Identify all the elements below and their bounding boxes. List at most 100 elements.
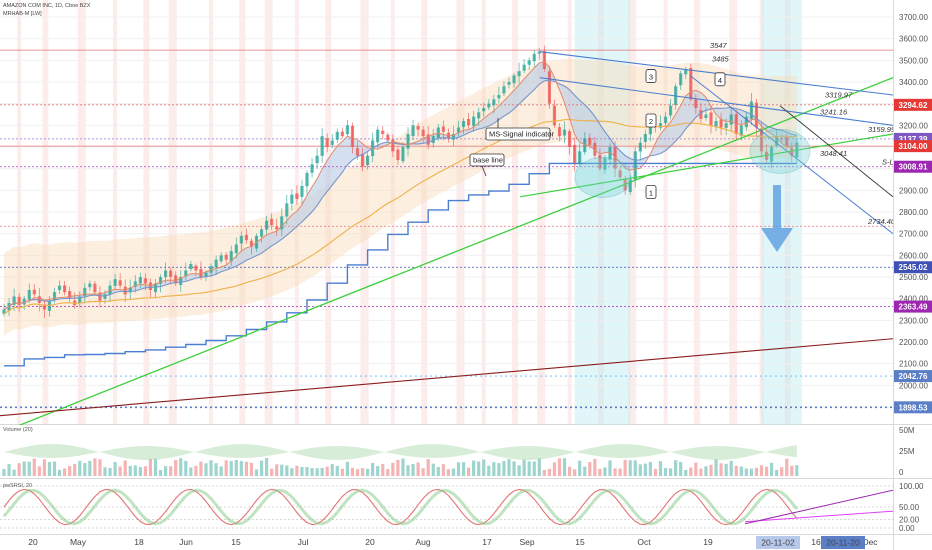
x-axis: 20 May 18 Jun 15 Jul 20 Aug 17 Sep 15 Oct 19 16 Dec20-… (28, 536, 878, 549)
date-highlight (756, 536, 800, 549)
candle (118, 280, 122, 286)
x-tick-label: 20 (28, 537, 38, 547)
volume-bar (749, 468, 753, 476)
candle (335, 131, 339, 140)
y-tick-label: 3600.00 (899, 35, 928, 44)
volume-bar (17, 463, 21, 476)
candle (669, 105, 673, 116)
candle (98, 292, 102, 301)
candle (502, 86, 506, 94)
volume-bar (643, 463, 647, 476)
candle (103, 294, 107, 299)
volume-bar (527, 461, 531, 476)
candle (411, 125, 415, 137)
volume-bar (174, 460, 178, 476)
volume-bar (259, 460, 264, 476)
candle (52, 292, 57, 301)
candle (396, 149, 400, 160)
volume-bar (386, 469, 390, 476)
candle (648, 125, 652, 135)
price-badge-label: 2363.49 (899, 303, 928, 312)
volume-bar (583, 466, 587, 476)
volume-bar (391, 462, 395, 476)
candle (209, 266, 213, 273)
candle (148, 282, 153, 290)
volume-bar (487, 465, 491, 476)
volume-bar (355, 469, 360, 476)
candle (194, 265, 198, 271)
candle (785, 136, 789, 147)
volume-bar (628, 460, 632, 476)
volume-bar (613, 468, 617, 476)
volume-bar (421, 468, 425, 476)
volume-bar (456, 462, 461, 476)
volume-bar (658, 461, 663, 476)
volume-bar (27, 461, 31, 476)
wave-label-box (645, 69, 657, 83)
volume-bar (699, 468, 703, 476)
volume-bar (472, 460, 476, 476)
volume-bar (381, 463, 385, 476)
ma-ribbon (4, 61, 797, 310)
candle (381, 130, 385, 134)
volume-bar (532, 461, 536, 476)
ma-fast-line (3, 61, 798, 310)
osc-tick-label: 0.00 (899, 524, 915, 533)
volume-tick-label: 0 (899, 468, 904, 477)
volume-bar (98, 459, 102, 476)
candle (355, 148, 360, 156)
candle (522, 64, 526, 71)
volume-bar (663, 468, 668, 476)
volume-bar (603, 467, 607, 476)
volume-bar (547, 468, 551, 476)
candle (184, 270, 188, 277)
volume-bar (270, 468, 274, 476)
volume-bar (315, 468, 319, 476)
candle (456, 127, 461, 133)
candle (461, 121, 466, 128)
candle (527, 60, 531, 65)
candle (679, 73, 683, 86)
pattern-ellipse (749, 128, 811, 174)
volume-bar (714, 459, 718, 476)
candle (345, 125, 349, 135)
x-tick-label: Sep (519, 537, 534, 547)
candle (562, 129, 567, 136)
candle (431, 136, 435, 143)
volume-bar (734, 465, 738, 476)
candle (350, 125, 355, 147)
volume-bar (108, 467, 112, 476)
candle (325, 138, 329, 147)
trendline-black (779, 105, 893, 198)
volume-bar (451, 468, 456, 476)
volume-bar (537, 458, 541, 476)
candle (265, 220, 269, 230)
candle (643, 134, 647, 142)
candle (128, 287, 132, 293)
volume-bar (345, 461, 349, 476)
volume-bar (371, 462, 375, 476)
volume-bar (148, 458, 153, 476)
candle (219, 255, 223, 262)
osc-signal-line (2, 488, 799, 526)
candle (547, 71, 551, 104)
candle (759, 128, 764, 152)
x-tick-label: 16 (811, 537, 821, 547)
callout-text: base line (473, 156, 503, 165)
candle (360, 153, 365, 167)
volume-bar (350, 467, 355, 476)
y-tick-label: 3400.00 (899, 78, 928, 87)
volume-bar (275, 464, 279, 476)
volume-bar (648, 461, 652, 476)
candle (537, 51, 541, 54)
volume-bar (325, 466, 329, 476)
candle (401, 147, 405, 162)
volume-bar (78, 460, 82, 476)
candle (280, 216, 284, 230)
candle (275, 226, 279, 230)
level-label: 3485 (712, 55, 730, 64)
y-tick-label: 2300.00 (899, 316, 928, 325)
candle (78, 296, 82, 304)
y-tick-label: 2200.00 (899, 338, 928, 347)
